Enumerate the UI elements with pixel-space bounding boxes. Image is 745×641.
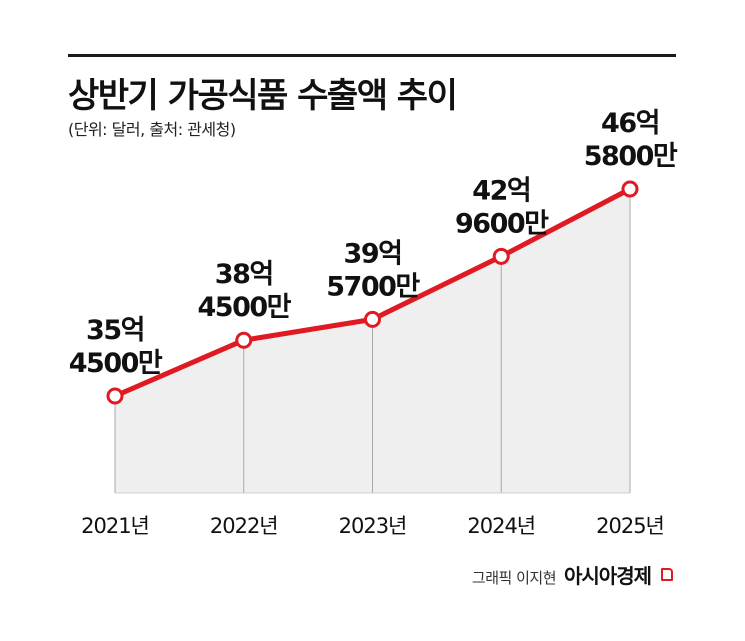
x-tick-label: 2022년	[210, 514, 278, 538]
data-point	[364, 310, 381, 328]
data-label: 4500만	[198, 292, 292, 323]
credit-artist: 그래픽 이지현	[471, 569, 557, 587]
chart-title: 상반기 가공식품 수출액 추이	[68, 76, 458, 116]
brand-corner-mark-icon	[661, 568, 673, 581]
data-point	[106, 387, 124, 405]
data-point	[235, 331, 253, 349]
credit: 그래픽 이지현 아시아경제	[472, 560, 673, 589]
drop-lines	[114, 189, 631, 493]
data-label: 9600만	[455, 208, 549, 239]
credit-brand: 아시아경제	[564, 564, 652, 588]
data-label: 5800만	[584, 141, 678, 172]
x-tick-label: 2023년	[339, 514, 407, 538]
data-label: 4500만	[69, 348, 163, 379]
top-rule	[68, 54, 676, 57]
data-label: 46억	[601, 108, 659, 139]
data-markers	[106, 180, 639, 405]
x-tick-label: 2024년	[467, 514, 535, 538]
data-point	[621, 180, 639, 198]
data-label: 38억	[215, 259, 273, 290]
chart-subtitle: (단위: 달러, 출처: 관세청)	[68, 120, 236, 139]
x-tick-label: 2021년	[81, 514, 149, 538]
data-label: 35억	[86, 315, 144, 346]
x-tick-labels: 2021년 2022년 2023년 2024년 2025년	[81, 514, 665, 538]
data-label: 5700만	[326, 271, 420, 302]
data-label: 42억	[472, 175, 530, 206]
x-tick-label: 2025년	[596, 514, 664, 538]
data-point	[492, 247, 510, 265]
data-label: 39억	[344, 238, 402, 269]
